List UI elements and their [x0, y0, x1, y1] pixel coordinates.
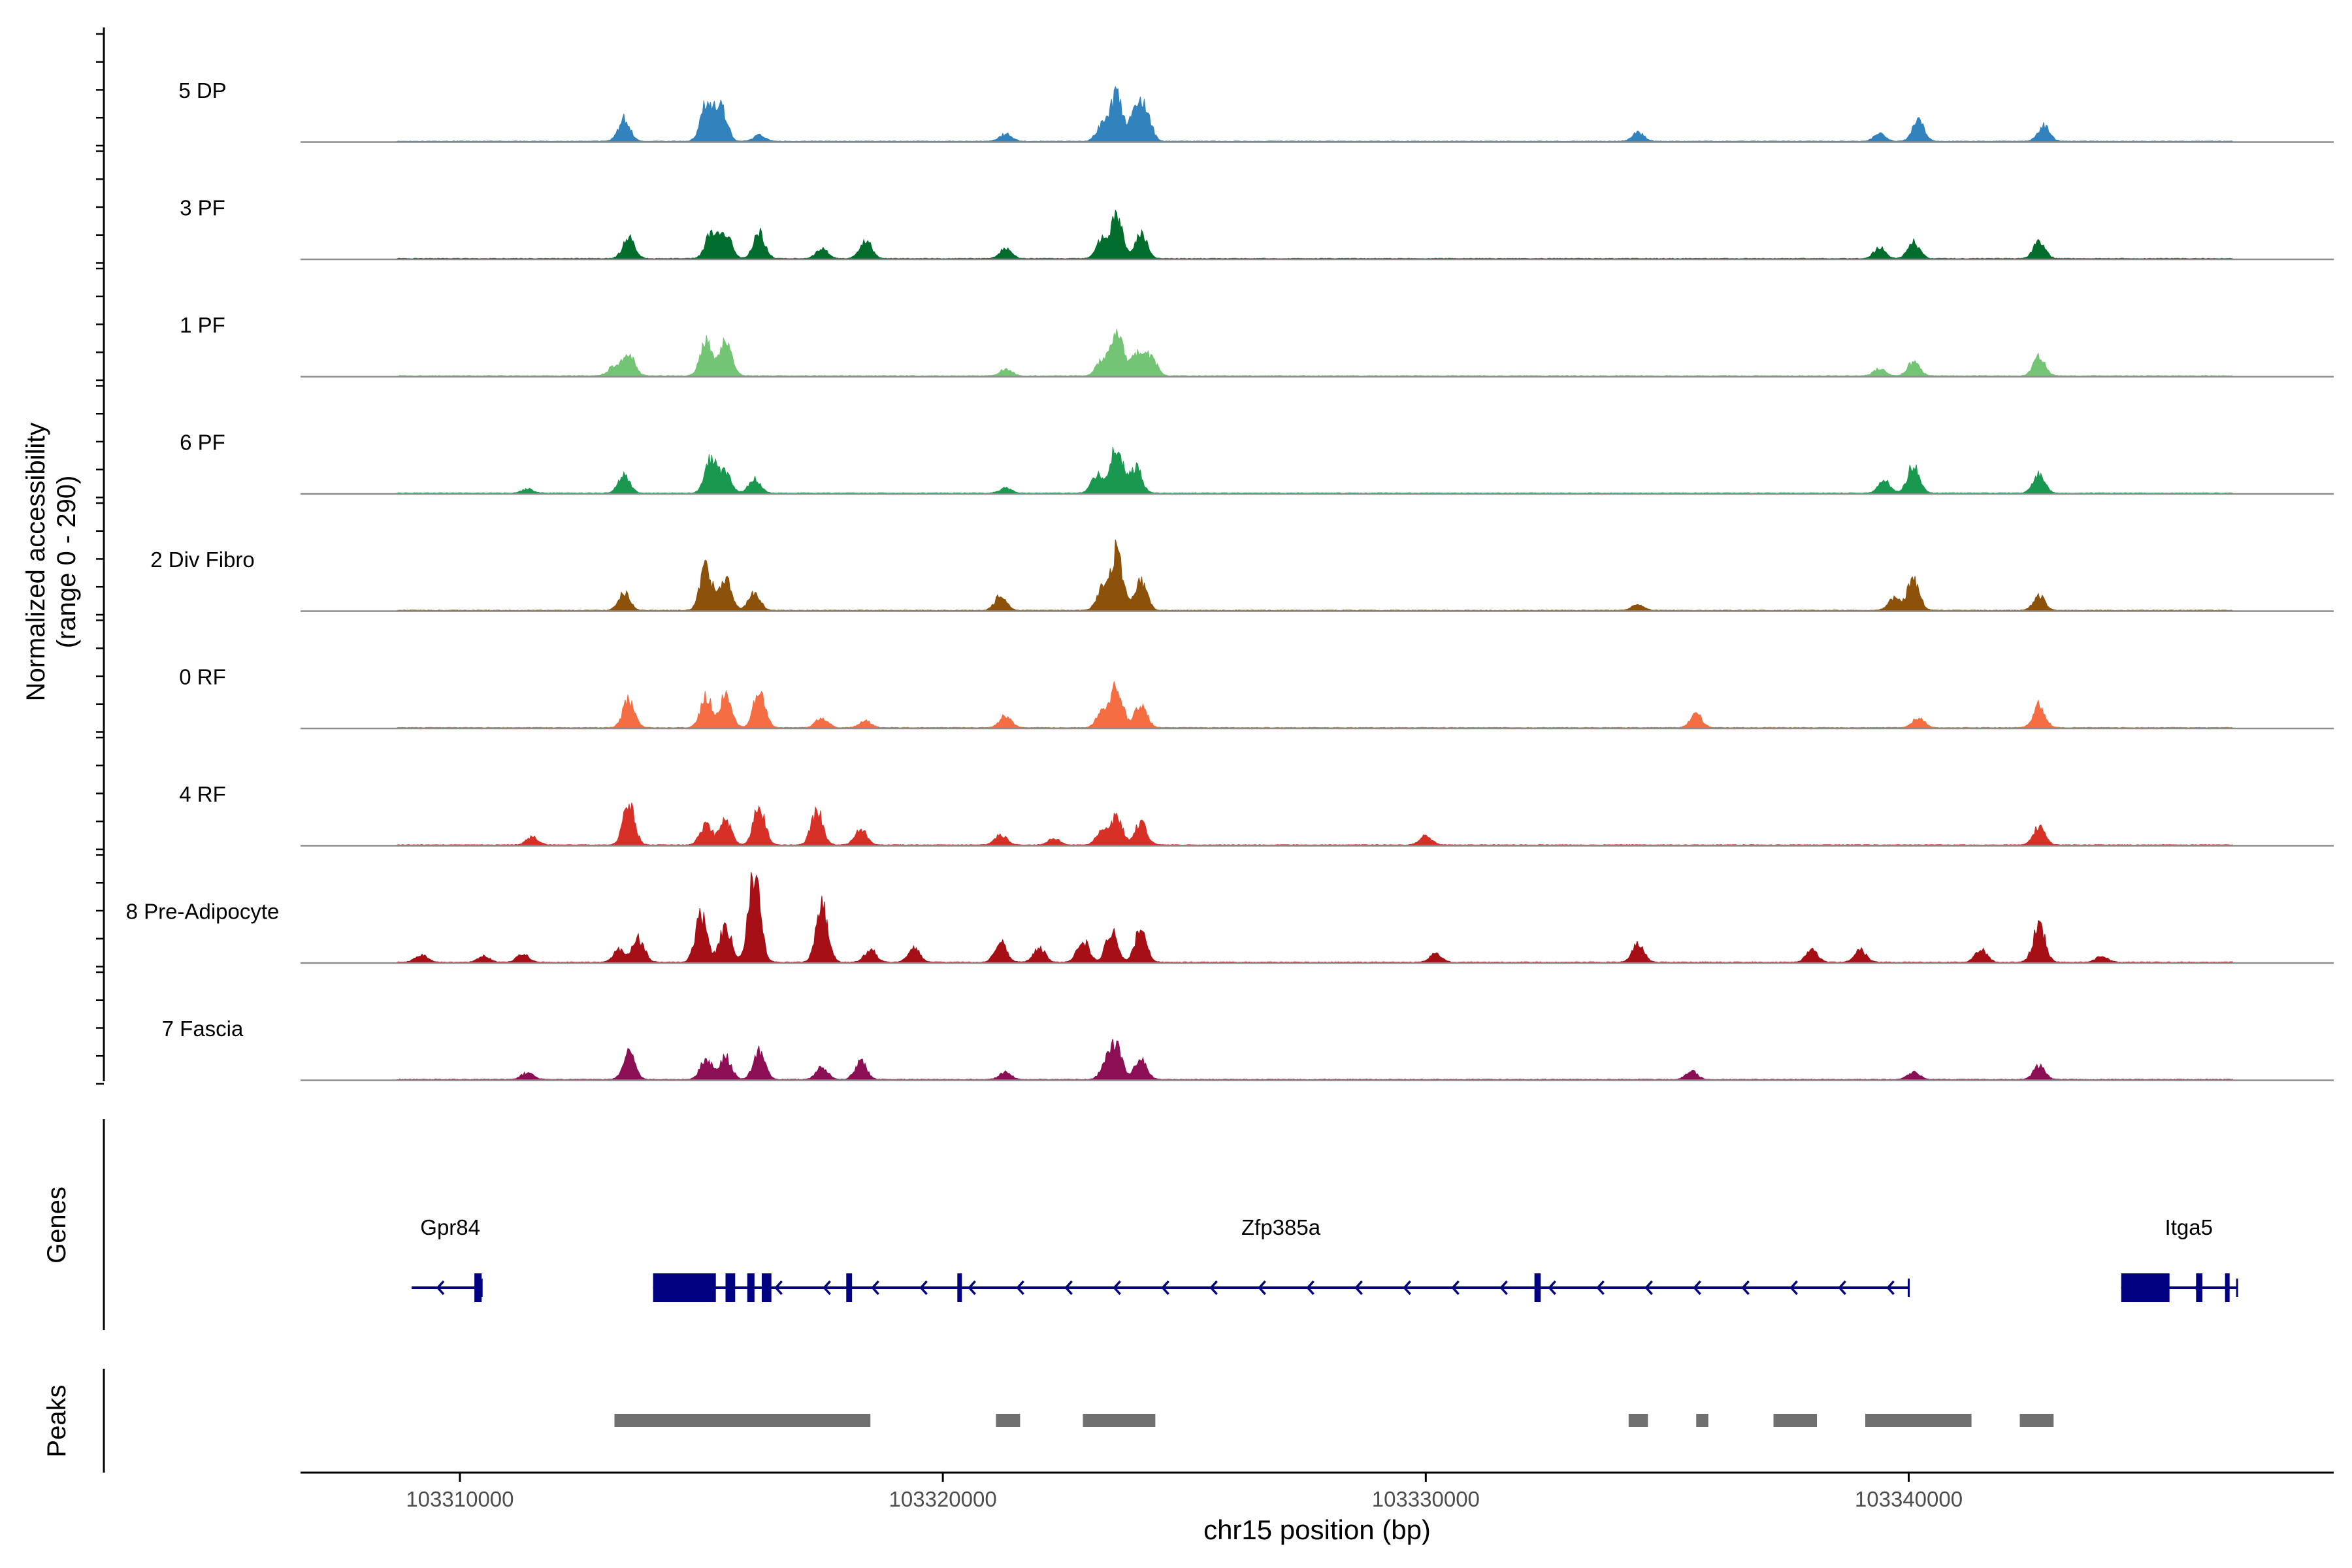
coverage-track: 6 PF [180, 431, 2334, 495]
strand-arrow [1403, 1280, 1411, 1296]
peak-region [1865, 1414, 1972, 1427]
strand-arrow [1451, 1280, 1460, 1296]
track-label: 5 DP [178, 78, 226, 103]
gene-exon [957, 1273, 962, 1302]
peak-region [1773, 1414, 1818, 1427]
strand-arrow [436, 1280, 445, 1296]
gene-model: Itga5 [2121, 1215, 2238, 1302]
gene-exon [747, 1273, 755, 1302]
strand-arrow [823, 1280, 831, 1296]
strand-arrow [1741, 1280, 1750, 1296]
coverage-track: 2 Div Fibro [150, 539, 2334, 612]
peaks-panel [614, 1414, 2054, 1427]
coverage-area [397, 329, 2233, 377]
gene-exon [846, 1273, 853, 1302]
coverage-track: 4 RF [179, 782, 2334, 847]
coverage-track: 1 PF [180, 313, 2334, 378]
track-label: 6 PF [180, 431, 225, 455]
coverage-area [397, 1038, 2233, 1081]
peak-region [1628, 1414, 1648, 1427]
coverage-track: 3 PF [180, 196, 2334, 261]
strand-arrow [1789, 1280, 1798, 1296]
peak-region [1696, 1414, 1708, 1427]
genes-panel: Gpr84 Zfp385a Itga5 [412, 1215, 2238, 1302]
strand-arrow [871, 1280, 879, 1296]
track-label: 2 Div Fibro [150, 547, 255, 572]
coverage-tracks: 5 DP 3 PF 1 PF 6 PF 2 Div Fibro 0 RF 4 RF 8 Pre… [126, 78, 2334, 1081]
peak-region [614, 1414, 871, 1427]
gene-exon [2225, 1273, 2230, 1302]
strand-arrow [919, 1280, 928, 1296]
track-label: 0 RF [179, 665, 226, 689]
coverage-track: 7 Fascia [162, 1017, 2334, 1081]
x-tick-label: 103310000 [406, 1487, 514, 1511]
strand-arrow [1354, 1280, 1363, 1296]
coverage-area [397, 209, 2233, 260]
track-label: 8 Pre-Adipocyte [126, 900, 280, 924]
track-label: 3 PF [180, 196, 225, 220]
gene-label: Itga5 [2165, 1215, 2213, 1239]
gene-exon [1534, 1273, 1541, 1302]
genes-panel-label: Genes [42, 1186, 71, 1264]
track-label: 1 PF [180, 313, 225, 337]
gene-exon [653, 1273, 716, 1302]
strand-arrow [1596, 1280, 1605, 1296]
x-tick-label: 103320000 [889, 1487, 997, 1511]
gene-label: Zfp385a [1241, 1215, 1321, 1239]
y-axis-label-range: (range 0 - 290) [52, 476, 81, 649]
track-label: 7 Fascia [162, 1017, 244, 1041]
strand-arrow [968, 1280, 976, 1296]
peak-region [996, 1414, 1021, 1427]
gene-exon [2121, 1273, 2170, 1302]
x-axis-label: chr15 position (bp) [1203, 1514, 1431, 1545]
strand-arrow [1306, 1280, 1315, 1296]
coverage-area [397, 802, 2233, 846]
track-label: 4 RF [179, 782, 226, 806]
strand-arrow [1693, 1280, 1701, 1296]
strand-arrow [1113, 1280, 1121, 1296]
strand-arrow [1548, 1280, 1556, 1296]
strand-arrow [1016, 1280, 1024, 1296]
strand-arrow [1064, 1280, 1073, 1296]
strand-arrow [1838, 1280, 1846, 1296]
coverage-y-axis [96, 27, 105, 1085]
gene-exon [2196, 1273, 2202, 1302]
coverage-track: 8 Pre-Adipocyte [126, 872, 2334, 964]
strand-arrow [1258, 1280, 1266, 1296]
strand-arrow [1886, 1280, 1895, 1296]
gene-exon [725, 1273, 736, 1302]
coverage-area [397, 86, 2233, 142]
gene-exon [474, 1273, 482, 1302]
gene-label: Gpr84 [420, 1215, 480, 1239]
peak-region [2019, 1414, 2054, 1427]
coverage-area [397, 447, 2233, 495]
gene-model: Zfp385a [653, 1215, 1910, 1302]
coverage-area [397, 539, 2233, 612]
strand-arrow [1644, 1280, 1653, 1296]
gene-exon [761, 1273, 772, 1302]
gene-model: Gpr84 [412, 1215, 483, 1302]
coverage-area [397, 681, 2233, 729]
y-axis-label: Normalized accessibility [22, 423, 50, 702]
x-axis: 103310000 103320000 103330000 103340000 [301, 1471, 2334, 1511]
strand-arrow [1161, 1280, 1169, 1296]
peaks-panel-label: Peaks [42, 1384, 71, 1457]
peak-region [1083, 1414, 1156, 1427]
strand-arrow [774, 1280, 783, 1296]
coverage-area [397, 872, 2233, 964]
coverage-track: 0 RF [179, 665, 2334, 730]
strand-arrow [1499, 1280, 1508, 1296]
x-tick-label: 103330000 [1372, 1487, 1480, 1511]
x-tick-label: 103340000 [1855, 1487, 1963, 1511]
strand-arrow [1209, 1280, 1218, 1296]
coverage-track: 5 DP [178, 78, 2334, 143]
